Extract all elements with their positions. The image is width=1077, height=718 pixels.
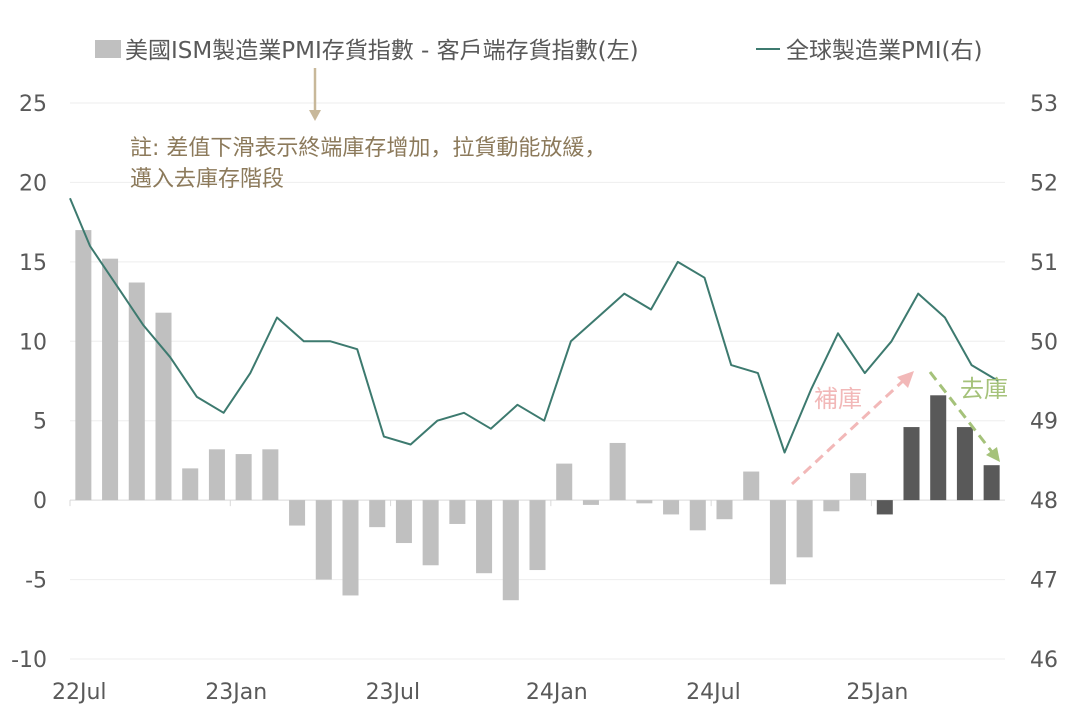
bar <box>395 500 412 544</box>
legend: 美國ISM製造業PMI存貨指數 - 客戶端存貨指數(左) 全球製造業PMI(右) <box>95 38 982 64</box>
bar <box>556 463 573 501</box>
legend-bar-swatch <box>95 40 121 58</box>
bar <box>155 312 172 501</box>
restock-arrow-line <box>790 378 906 486</box>
restock-label: 補庫 <box>814 385 862 413</box>
left-tick-label: 5 <box>33 410 47 435</box>
right-tick-label: 48 <box>1030 489 1058 514</box>
bar <box>930 395 947 501</box>
line-series <box>69 197 999 454</box>
right-tick-label: 46 <box>1030 648 1058 673</box>
bar <box>716 500 733 520</box>
bar <box>449 500 466 524</box>
right-tick-label: 47 <box>1030 569 1058 594</box>
x-axis: 22Jul 23Jan 23Jul 24Jan 24Jul 25Jan <box>52 500 908 705</box>
bar <box>876 500 893 515</box>
bar <box>75 230 92 501</box>
right-axis: 53 52 51 50 49 48 47 46 <box>1030 92 1058 673</box>
restock-annotation: 補庫 <box>790 371 914 486</box>
destock-arrow-head <box>986 447 1000 462</box>
x-tick-label: 23Jan <box>205 680 267 705</box>
right-tick-label: 53 <box>1030 92 1058 117</box>
left-tick-label: 20 <box>19 171 47 196</box>
right-tick-label: 52 <box>1030 171 1058 196</box>
left-tick-label: 25 <box>19 92 47 117</box>
bar <box>102 258 119 501</box>
bar <box>796 500 813 558</box>
bar <box>983 465 1000 501</box>
right-tick-label: 49 <box>1030 410 1058 435</box>
left-axis: 25 20 15 10 5 0 -5 -10 <box>11 92 47 673</box>
left-tick-label: -5 <box>25 569 47 594</box>
bar-series <box>75 230 1000 601</box>
bar <box>529 500 546 571</box>
bar <box>315 500 332 580</box>
x-tick-label: 23Jul <box>366 680 421 705</box>
bar <box>769 500 786 585</box>
bar <box>689 500 706 531</box>
x-tick-label: 24Jul <box>686 680 741 705</box>
bar <box>850 473 867 501</box>
note-line-2: 邁入去庫存階段 <box>130 167 284 192</box>
bar <box>743 471 760 501</box>
bar <box>582 500 599 505</box>
bar <box>422 500 439 566</box>
bar <box>182 468 199 501</box>
bar <box>956 427 973 501</box>
left-tick-label: 0 <box>33 489 47 514</box>
bar <box>235 454 252 501</box>
destock-annotation: 去庫 <box>928 371 1008 462</box>
x-tick-label: 24Jan <box>526 680 588 705</box>
left-tick-label: 10 <box>19 330 47 355</box>
bar <box>663 500 680 515</box>
bar <box>262 449 279 501</box>
bar <box>636 500 653 504</box>
bar <box>128 282 145 501</box>
bar <box>502 500 519 601</box>
right-tick-label: 50 <box>1030 330 1058 355</box>
bar <box>903 427 920 501</box>
bar <box>208 449 225 501</box>
bar <box>476 500 493 574</box>
x-tick-label: 22Jul <box>52 680 107 705</box>
bar <box>289 500 306 526</box>
destock-arrow-line <box>928 371 994 453</box>
bar <box>369 500 386 528</box>
restock-arrow-head <box>897 371 914 388</box>
left-tick-label: -10 <box>11 648 47 673</box>
bar <box>823 500 840 512</box>
bar <box>609 442 626 501</box>
right-tick-label: 51 <box>1030 251 1058 276</box>
bar <box>342 500 359 596</box>
destock-label: 去庫 <box>960 375 1008 403</box>
left-tick-label: 15 <box>19 251 47 276</box>
pmi-line <box>69 197 999 454</box>
legend-line-label: 全球製造業PMI(右) <box>786 38 982 64</box>
note-arrow-head <box>309 110 321 121</box>
note-line-1: 註: 差值下滑表示終端庫存增加，拉貨動能放緩， <box>130 136 606 161</box>
note-annotation: 註: 差值下滑表示終端庫存增加，拉貨動能放緩， 邁入去庫存階段 <box>130 68 606 192</box>
x-tick-label: 25Jan <box>846 680 908 705</box>
legend-bar-label: 美國ISM製造業PMI存貨指數 - 客戶端存貨指數(左) <box>125 38 639 64</box>
